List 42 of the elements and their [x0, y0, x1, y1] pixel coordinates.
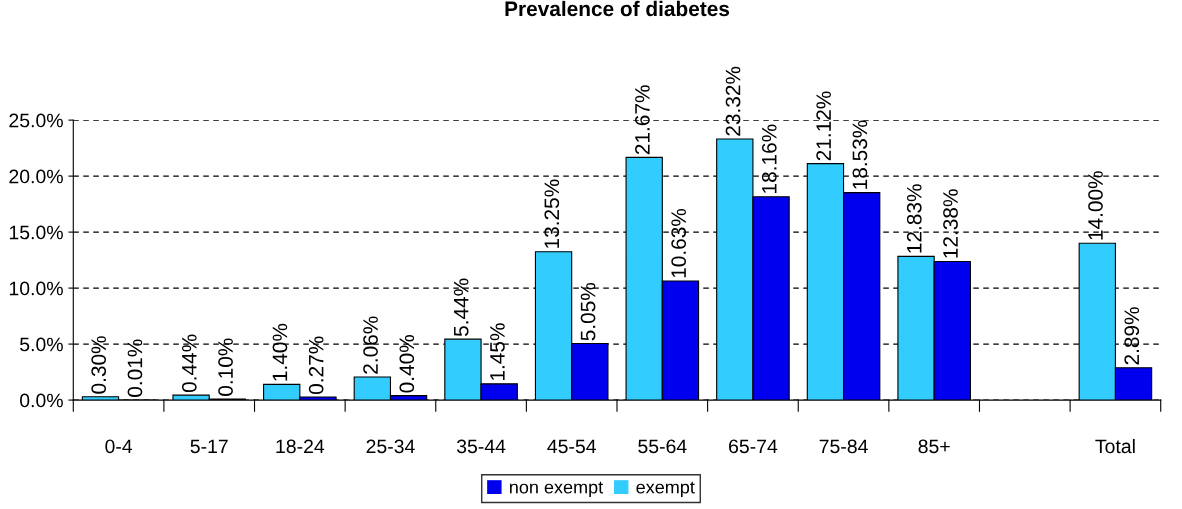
data-label: 13.25%	[544, 179, 560, 248]
x-tick-label: Total	[1095, 438, 1135, 454]
x-tick-label: 75-84	[819, 439, 868, 454]
chart-title: Prevalence of diabetes	[505, 0, 730, 17]
data-label: 0.27%	[308, 336, 324, 394]
data-label: 0.40%	[399, 335, 415, 393]
x-tick-label: 85+	[918, 439, 950, 454]
data-label: 2.06%	[363, 316, 378, 374]
x-tick-label: 25-34	[366, 439, 415, 454]
y-tick-label: 5.0%	[20, 337, 63, 352]
y-tick-label: 15.0%	[9, 225, 63, 240]
y-tick-label: 20.0%	[9, 169, 63, 184]
data-label: 0.10%	[218, 338, 233, 396]
y-tick-label: 10.0%	[9, 281, 63, 296]
data-label: 0.01%	[127, 339, 143, 397]
data-label: 23.32%	[725, 66, 741, 136]
x-tick-label: 65-74	[729, 439, 778, 454]
data-label: 0.30%	[91, 336, 107, 394]
data-label: 14.00%	[1088, 171, 1103, 240]
x-tick-label: 35-44	[456, 439, 506, 454]
data-label: 18.53%	[852, 120, 868, 189]
data-label: 1.40%	[272, 323, 288, 381]
x-tick-label: 18-24	[276, 439, 325, 454]
data-label: 1.45%	[490, 323, 505, 381]
y-tick-label: 25.0%	[9, 113, 63, 128]
data-label: 5.05%	[580, 282, 596, 341]
data-label: 12.38%	[943, 189, 958, 258]
data-label: 0.44%	[181, 334, 197, 393]
x-tick-label: 0-4	[105, 439, 133, 454]
legend-label: exempt	[636, 481, 695, 498]
data-label: 21.12%	[816, 91, 831, 161]
x-tick-label: 45-54	[547, 439, 596, 454]
y-tick-label: 0.0%	[20, 393, 63, 408]
data-label: 18.16%	[761, 124, 777, 193]
data-label: 2.89%	[1124, 307, 1140, 365]
data-label: 21.67%	[635, 85, 650, 155]
data-label: 5.44%	[453, 278, 469, 337]
x-tick-label: 55-64	[638, 439, 687, 454]
x-tick-label: 5-17	[190, 439, 228, 454]
legend-label: non exempt	[510, 481, 604, 498]
data-label: 12.83%	[906, 184, 922, 253]
data-label: 10.63%	[671, 208, 687, 278]
